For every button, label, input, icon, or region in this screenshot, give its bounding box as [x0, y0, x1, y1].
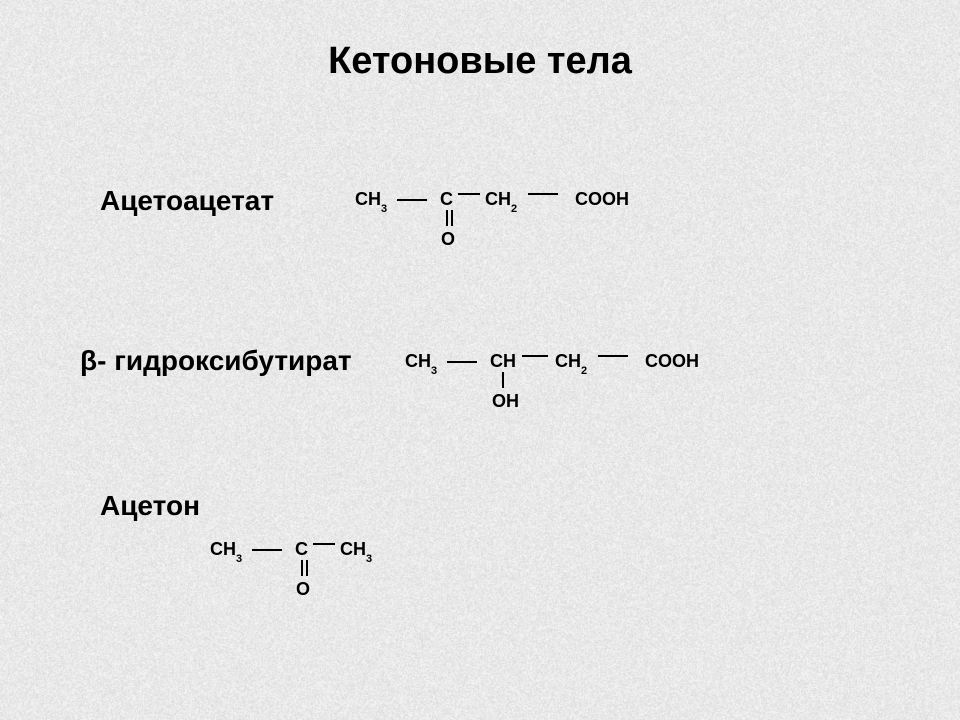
- chem-group-ch3: CH3: [210, 540, 242, 558]
- chem-group-o: O: [441, 230, 455, 248]
- bond-horizontal: [397, 199, 427, 201]
- bond-horizontal: [522, 355, 548, 357]
- bond-horizontal: [598, 355, 628, 357]
- chem-group-oh: OH: [492, 392, 519, 410]
- bond-horizontal: [447, 361, 477, 363]
- label-acetone: Ацетон: [100, 490, 200, 522]
- slide: Кетоновые тела Ацетоацетат β- гидроксибу…: [0, 0, 960, 720]
- bond-horizontal: [313, 543, 335, 545]
- slide-title: Кетоновые тела: [0, 40, 960, 83]
- bond-horizontal: [252, 549, 282, 551]
- chem-group-c: C: [295, 540, 308, 558]
- bond-horizontal: [458, 193, 480, 195]
- label-acetoacetate: Ацетоацетат: [100, 185, 274, 217]
- chem-group-c: C: [440, 190, 453, 208]
- bond-horizontal: [528, 193, 558, 195]
- label-bhb: β- гидроксибутират: [80, 345, 352, 377]
- chem-group-ch3: CH3: [405, 352, 437, 370]
- chem-group-ch3: CH3: [340, 540, 372, 558]
- bond-double-vertical: [301, 560, 308, 576]
- bond-double-vertical: [446, 210, 453, 226]
- bond-single-vertical: [502, 372, 504, 388]
- chem-group-ch2: CH2: [485, 190, 517, 208]
- chem-group-cooh: COOH: [645, 352, 699, 370]
- chem-group-ch2: CH2: [555, 352, 587, 370]
- chem-group-o: O: [296, 580, 310, 598]
- chem-group-cooh: COOH: [575, 190, 629, 208]
- chem-group-ch3: CH3: [355, 190, 387, 208]
- chem-group-ch: CH: [490, 352, 516, 370]
